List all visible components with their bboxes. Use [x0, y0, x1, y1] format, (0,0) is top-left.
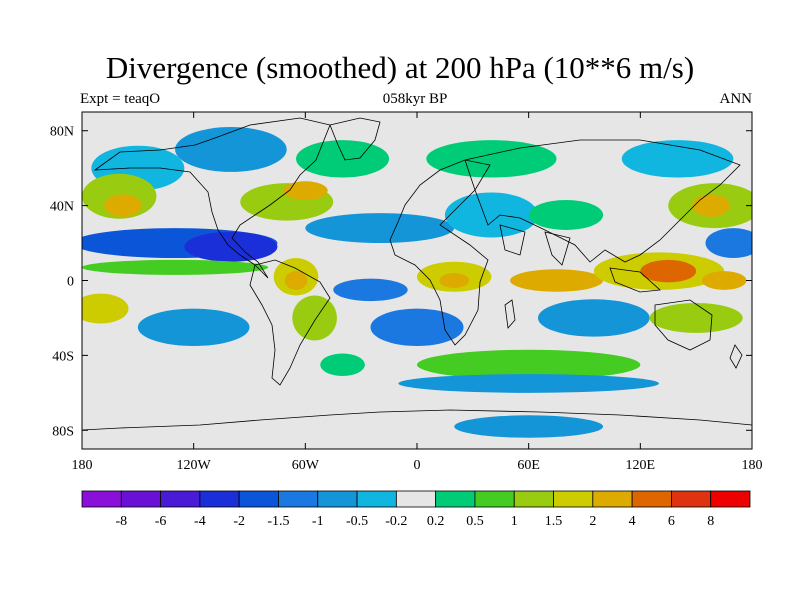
colorbar-swatch-3: [199, 490, 240, 508]
field-blob-34: [320, 353, 365, 376]
colorbar-label-5: -1: [312, 514, 324, 529]
field-blob-30: [370, 308, 464, 347]
colorbar-label-7: -0.2: [385, 514, 407, 529]
colorbar-swatch-13: [592, 490, 633, 508]
colorbar-label-6: -0.5: [346, 514, 368, 529]
field-blob-35: [119, 362, 306, 386]
colorbar-label-1: -6: [155, 514, 167, 529]
lon-tick-label-5: 120E: [626, 458, 656, 473]
field-blob-22: [510, 269, 604, 292]
field-blob-26: [333, 278, 408, 302]
time-label: 058kyr BP: [382, 91, 448, 107]
field-blob-14: [444, 192, 538, 238]
lon-tick-label-3: 0: [414, 458, 421, 473]
colorbar-swatch-7: [356, 490, 397, 508]
lon-tick-label-6: 180: [742, 458, 763, 473]
colorbar-label-0: -8: [115, 514, 127, 529]
colorbar-label-2: -4: [194, 514, 206, 529]
colorbar-swatch-11: [513, 490, 554, 508]
colorbar-swatch-6: [317, 490, 358, 508]
lon-tick-label-0: 180: [72, 458, 93, 473]
colorbar-label-3: -2: [233, 514, 245, 529]
lat-tick-label-0: 80N: [50, 125, 74, 140]
field-blob-8: [283, 181, 328, 200]
season-label: ANN: [719, 91, 753, 107]
field-blob-6: [104, 194, 142, 217]
lat-tick-label-3: 40S: [52, 349, 74, 364]
colorbar-swatch-0: [81, 490, 122, 508]
lon-tick-label-4: 60E: [517, 458, 540, 473]
field-blob-10: [692, 194, 730, 217]
colorbar-swatch-10: [474, 490, 515, 508]
colorbar-label-13: 4: [629, 514, 636, 529]
colorbar-swatch-9: [435, 490, 476, 508]
field-blob-3: [426, 140, 557, 178]
colorbar-swatch-4: [238, 490, 279, 508]
colorbar-swatch-5: [278, 490, 319, 508]
colorbar-label-9: 0.5: [466, 514, 484, 529]
field-blob-28: [137, 308, 250, 347]
field-blob-12: [184, 231, 278, 262]
field-blob-2: [296, 140, 390, 178]
colorbar-swatch-1: [120, 490, 161, 508]
field-blob-24: [640, 259, 697, 283]
field-blob-19: [284, 271, 308, 290]
field-blob-29: [292, 295, 337, 341]
colorbar-label-14: 6: [668, 514, 675, 529]
map-axes: 180 120W 60W 0 60E 120E 180 80N 40N 0 40S 80S: [50, 112, 763, 473]
experiment-label: Expt = teaqO: [80, 91, 161, 107]
field-blob-27: [82, 293, 129, 324]
field-blob-1: [175, 126, 287, 172]
field-blob-31: [537, 299, 650, 337]
field-blob-36: [398, 374, 659, 393]
colorbar-label-15: 8: [707, 514, 714, 529]
field-blob-13: [305, 213, 455, 244]
colorbar-label-10: 1: [511, 514, 518, 529]
field-blob-4: [621, 140, 734, 178]
colorbar-swatch-14: [631, 490, 672, 508]
lon-tick-label-1: 120W: [177, 458, 212, 473]
field-blob-15: [528, 199, 604, 230]
lat-tick-label-4: 80S: [52, 424, 74, 439]
colorbar-swatch-12: [553, 490, 594, 508]
field-blob-16: [705, 228, 752, 259]
colorbar-label-8: 0.2: [427, 514, 445, 529]
coastlines: [82, 117, 752, 431]
field-blob-38: [454, 415, 604, 438]
lat-tick-label-2: 0: [67, 275, 74, 290]
colorbar-label-4: -1.5: [267, 514, 289, 529]
field-blob-21: [439, 273, 470, 288]
lat-tick-label-1: 40N: [50, 200, 74, 215]
colorbar-swatch-8: [395, 490, 437, 508]
page-title: Divergence (smoothed) at 200 hPa (10**6 …: [105, 50, 695, 85]
colorbar: -8 -6 -4 -2 -1.5 -1 -0.5 -0.2 0.2 0.5 1 1.5 2 4 6 8: [81, 490, 751, 529]
field-blob-17: [82, 259, 269, 275]
lon-tick-label-2: 60W: [292, 458, 320, 473]
field-blob-25: [701, 271, 747, 290]
field-blob-33: [417, 349, 641, 380]
colorbar-swatch-15: [671, 490, 712, 508]
field-blob-32: [649, 302, 743, 333]
colorbar-label-12: 2: [589, 514, 596, 529]
field-blob-37: [137, 409, 250, 433]
colorbar-label-11: 1.5: [545, 514, 563, 529]
colorbar-swatch-2: [160, 490, 201, 508]
colorbar-swatch-16: [710, 490, 751, 508]
